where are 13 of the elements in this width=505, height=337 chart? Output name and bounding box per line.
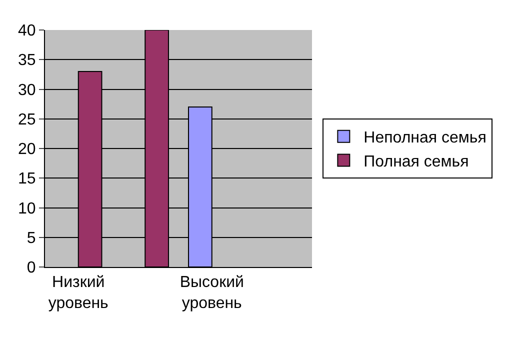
y-tick-label: 25 <box>18 111 36 128</box>
y-tick-label: 0 <box>26 260 36 277</box>
x-tick-label: Высокий уровень <box>180 274 244 312</box>
x-tick-label: Низкий уровень <box>48 274 108 312</box>
legend-label: Неполная семья <box>364 130 486 147</box>
y-tick-label: 5 <box>26 230 36 247</box>
y-tick-label: 40 <box>18 22 36 40</box>
y-tick-label: 35 <box>18 52 36 70</box>
y-tick-label: 30 <box>18 82 36 99</box>
y-tick-label: 10 <box>18 200 36 218</box>
legend-label: Полная семья <box>364 153 469 170</box>
y-tick-label: 20 <box>18 141 36 158</box>
y-tick-label: 15 <box>18 170 36 188</box>
